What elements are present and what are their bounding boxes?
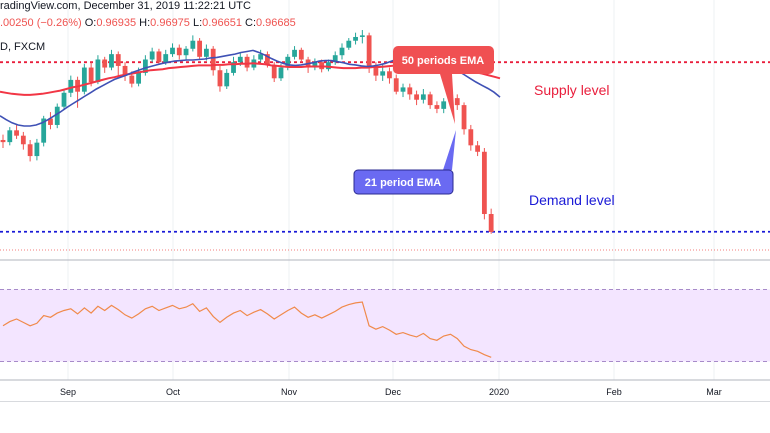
candle bbox=[475, 141, 480, 157]
candle bbox=[20, 131, 26, 150]
x-tick-label: Feb bbox=[606, 387, 622, 397]
high-value: 0.96975 bbox=[150, 17, 190, 29]
candle bbox=[81, 63, 87, 95]
forex-chart[interactable]: Sep Oct Nov Dec 2020 Feb Mar 50 periods EMA 21… bbox=[0, 0, 770, 402]
candle bbox=[258, 49, 264, 63]
ema21-label-box bbox=[353, 169, 454, 195]
rsi-line bbox=[2, 301, 492, 358]
candle bbox=[61, 89, 67, 110]
candle bbox=[414, 90, 419, 106]
x-tick-label: Oct bbox=[166, 387, 181, 397]
candle bbox=[7, 127, 13, 146]
ema50-pointer bbox=[440, 74, 455, 124]
ema21-label: 21 period EMA bbox=[365, 177, 441, 189]
source-timestamp: radingView.com, December 31, 2019 11:22:… bbox=[0, 0, 251, 12]
candle bbox=[34, 138, 40, 161]
demand-level-label: Demand level bbox=[529, 192, 615, 208]
candle bbox=[217, 65, 223, 92]
candle bbox=[14, 124, 19, 139]
candle bbox=[427, 91, 433, 109]
supply-level-label: Supply level bbox=[534, 82, 610, 98]
x-tick-label: Mar bbox=[706, 387, 722, 397]
candle bbox=[210, 46, 216, 76]
candle bbox=[109, 49, 114, 71]
ema21-pointer bbox=[443, 130, 456, 170]
candle bbox=[54, 103, 60, 129]
ema50-label-box bbox=[393, 46, 494, 74]
candle bbox=[48, 112, 53, 130]
candle bbox=[170, 43, 175, 57]
candle bbox=[434, 101, 440, 114]
candle bbox=[197, 38, 203, 60]
candle bbox=[488, 208, 494, 234]
candle bbox=[41, 115, 47, 147]
ema50-annotation: 50 periods EMA bbox=[393, 46, 494, 124]
ohlc-readout: .00250 (−0.26%) O:0.96935 H:0.96975 L:0.… bbox=[0, 17, 296, 29]
candle bbox=[339, 43, 345, 60]
x-tick-label: Sep bbox=[60, 387, 76, 397]
candle bbox=[149, 47, 155, 63]
candle bbox=[481, 148, 487, 220]
close-value: 0.96685 bbox=[256, 17, 296, 29]
candle bbox=[122, 62, 128, 81]
candle bbox=[359, 30, 365, 44]
candle bbox=[95, 55, 101, 85]
candle bbox=[387, 67, 392, 84]
candle bbox=[346, 38, 352, 50]
x-tick-label: Nov bbox=[281, 387, 298, 397]
low-label: L: bbox=[192, 17, 203, 29]
time-axis[interactable]: Sep Oct Nov Dec 2020 Feb Mar bbox=[0, 379, 770, 402]
low-value: 0.96651 bbox=[202, 17, 242, 29]
candle bbox=[312, 58, 318, 71]
candle bbox=[292, 46, 297, 60]
candle bbox=[190, 35, 196, 52]
candle bbox=[332, 51, 338, 65]
candle bbox=[102, 56, 108, 73]
candle bbox=[420, 89, 426, 104]
x-tick-label: Dec bbox=[385, 387, 402, 397]
candle bbox=[27, 139, 33, 162]
candle bbox=[0, 134, 6, 149]
rsi-pane bbox=[0, 289, 770, 362]
candle bbox=[142, 55, 148, 76]
candle bbox=[224, 69, 230, 90]
candle bbox=[441, 98, 447, 114]
open-label: O: bbox=[84, 17, 97, 29]
candle bbox=[353, 32, 358, 45]
ema21-annotation: 21 period EMA bbox=[353, 130, 456, 195]
close-label: C: bbox=[245, 17, 256, 29]
candle bbox=[326, 59, 331, 72]
candle bbox=[244, 54, 250, 72]
open-value: 0.96935 bbox=[96, 17, 137, 29]
candle bbox=[407, 83, 413, 100]
level-lines bbox=[0, 61, 770, 251]
symbol-legend: D, FXCM bbox=[0, 41, 45, 53]
symbol-text: D, FXCM bbox=[0, 41, 46, 53]
candle bbox=[183, 46, 189, 60]
chart-header-line1: radingView.com, December 31, 2019 11:22:… bbox=[0, 0, 251, 12]
candle bbox=[231, 56, 236, 76]
x-tick-label: 2020 bbox=[489, 387, 509, 397]
candle bbox=[461, 102, 467, 135]
candle bbox=[468, 124, 474, 151]
candle bbox=[176, 44, 182, 60]
candle bbox=[298, 47, 304, 63]
price-pane-background bbox=[0, 0, 770, 260]
high-label: H: bbox=[139, 17, 151, 29]
candle bbox=[68, 75, 74, 98]
rsi-band bbox=[0, 289, 770, 362]
change-value: .00250 (−0.26%) bbox=[0, 17, 82, 29]
ema50-label: 50 periods EMA bbox=[402, 55, 485, 67]
candle bbox=[393, 74, 399, 95]
candle bbox=[400, 83, 406, 98]
candle bbox=[454, 94, 460, 110]
candle bbox=[156, 48, 162, 65]
candle bbox=[115, 51, 121, 76]
